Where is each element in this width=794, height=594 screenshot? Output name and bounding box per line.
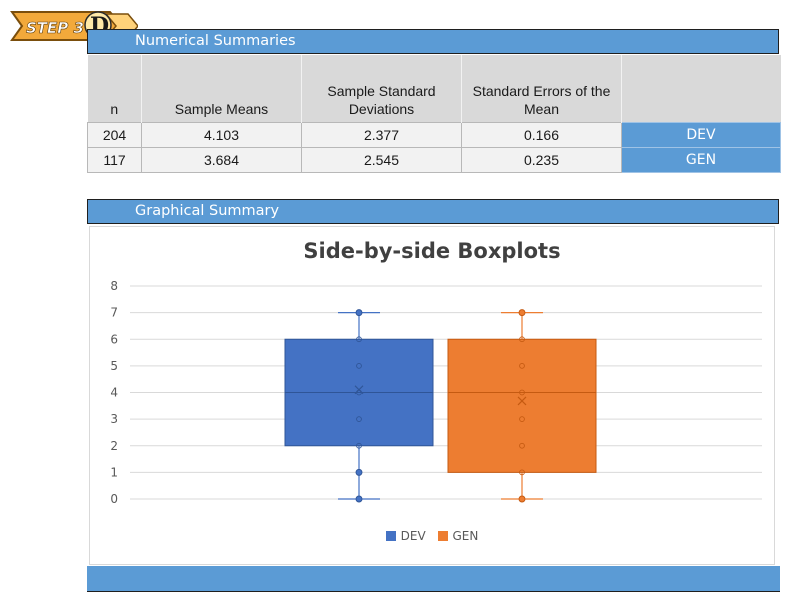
col-header-group: [621, 55, 781, 123]
mean-marker: [354, 385, 364, 395]
data-point: [356, 416, 362, 422]
step-label: STEP 3: [26, 19, 84, 37]
col-header-n: n: [87, 55, 142, 123]
col-header-sample-means: Sample Means: [141, 55, 302, 123]
chart-legend: DEV GEN: [90, 529, 774, 543]
legend-item-gen: GEN: [437, 529, 479, 543]
data-point: [519, 442, 525, 449]
y-tick-label: 4: [110, 386, 118, 400]
col-header-sample-sd: Sample Standard Deviations: [301, 55, 462, 123]
col-header-se-mean: Standard Errors of the Mean: [461, 55, 622, 123]
data-point: [355, 495, 363, 503]
footer-bar: [87, 566, 780, 592]
y-tick-label: 1: [110, 465, 118, 479]
cell-n: 204: [87, 122, 142, 148]
data-point: [519, 389, 525, 396]
data-point: [356, 442, 362, 449]
legend-swatch-gen: [437, 531, 448, 541]
legend-swatch-dev: [385, 531, 396, 541]
data-point: [355, 309, 363, 317]
mean-marker: [517, 396, 527, 406]
y-tick-label: 0: [110, 492, 118, 506]
cell-se: 0.235: [461, 147, 622, 173]
data-point: [519, 416, 525, 422]
table-row: 117 3.684 2.545 0.235 GEN: [87, 147, 781, 173]
box-gen: [447, 338, 597, 473]
cell-mean: 4.103: [141, 122, 302, 148]
data-point: [356, 336, 362, 343]
numerical-summary-table: n Sample Means Sample Standard Deviation…: [87, 55, 781, 173]
y-tick-label: 6: [110, 332, 118, 346]
boxplot-plot-area: 0 1 2 3 4 5 6 7 8: [110, 279, 762, 506]
cell-group: GEN: [621, 147, 781, 173]
numerical-summaries-header: Numerical Summaries: [87, 29, 779, 54]
graphical-summary-title: Graphical Summary: [135, 203, 280, 219]
y-tick-label: 5: [110, 359, 118, 373]
data-point: [355, 468, 363, 476]
data-point: [518, 495, 526, 503]
y-tick-label: 8: [110, 279, 118, 293]
y-tick-label: 7: [110, 306, 118, 320]
boxplot-chart: Side-by-side Boxplots 0 1 2 3 4 5 6 7 8 DEV GEN: [89, 226, 775, 565]
legend-item-dev: DEV: [385, 529, 426, 543]
numerical-summaries-title: Numerical Summaries: [135, 33, 296, 49]
y-tick-label: 3: [110, 412, 118, 426]
cell-sd: 2.545: [301, 147, 462, 173]
data-point: [519, 336, 525, 343]
cell-sd: 2.377: [301, 122, 462, 148]
cell-group: DEV: [621, 122, 781, 148]
data-point: [519, 469, 525, 476]
data-point: [518, 309, 526, 317]
cell-n: 117: [87, 147, 142, 173]
table-header-row: n Sample Means Sample Standard Deviation…: [87, 55, 781, 123]
graphical-summary-header: Graphical Summary: [87, 199, 779, 224]
legend-label-gen: GEN: [452, 529, 479, 543]
legend-label-dev: DEV: [400, 529, 426, 543]
table-row: 204 4.103 2.377 0.166 DEV: [87, 122, 781, 148]
cell-mean: 3.684: [141, 147, 302, 173]
chart-title: Side-by-side Boxplots: [303, 239, 561, 263]
y-tick-label: 2: [110, 439, 118, 453]
data-point: [519, 363, 525, 369]
cell-se: 0.166: [461, 122, 622, 148]
data-point: [356, 363, 362, 369]
